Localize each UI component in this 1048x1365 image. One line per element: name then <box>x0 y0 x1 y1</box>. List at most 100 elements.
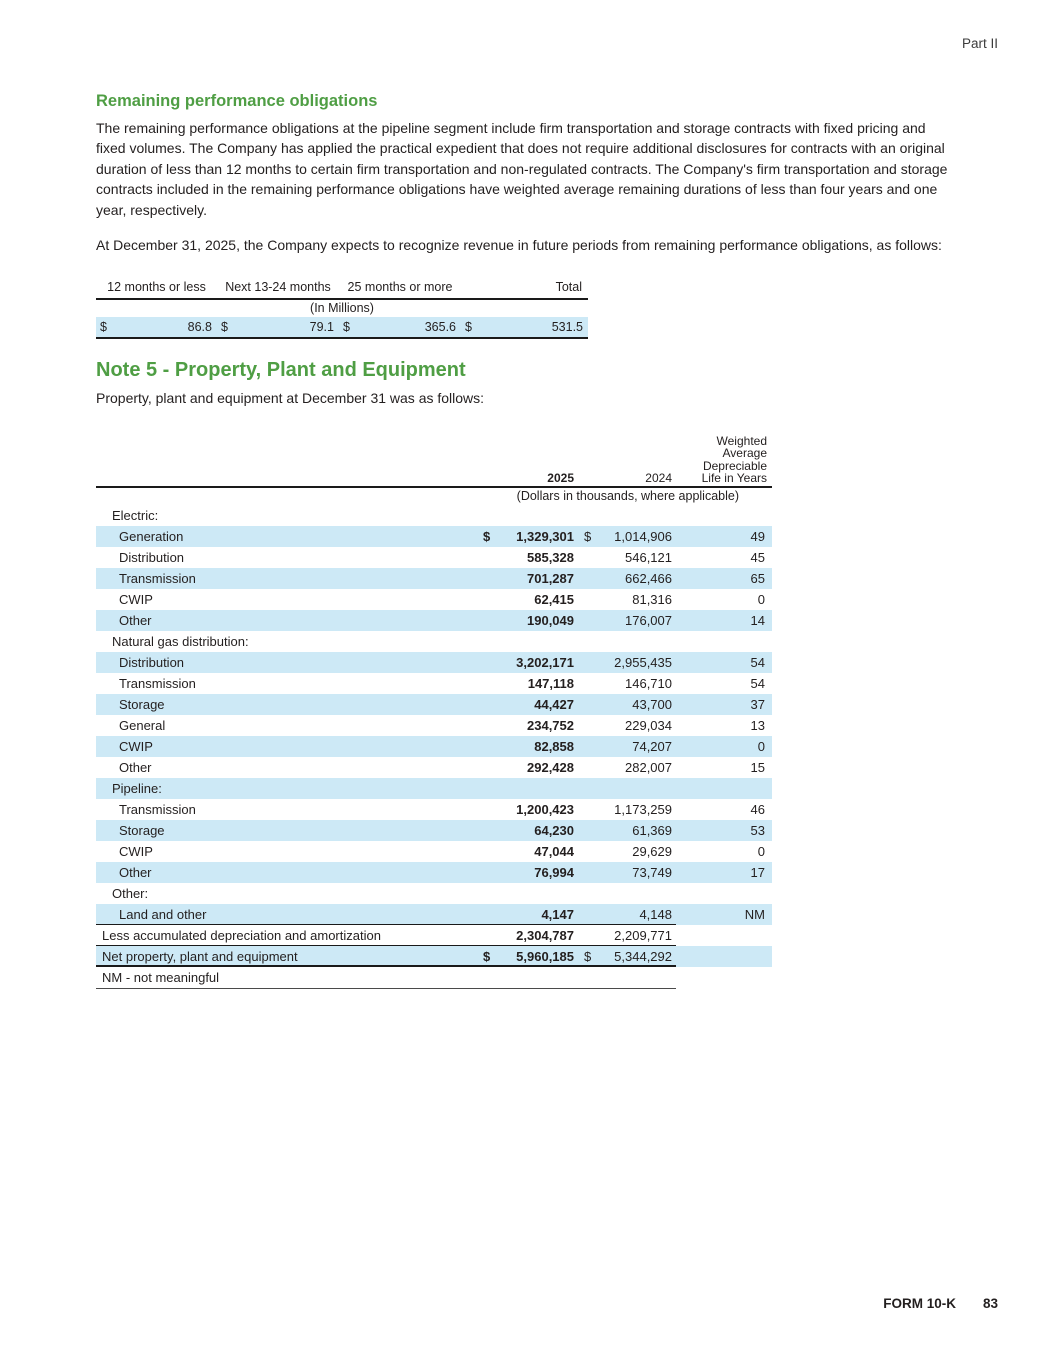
ppe-row-label: Other <box>119 864 152 880</box>
ppe-value-life-years: 0 <box>757 591 765 607</box>
ppe-col-header-2025: 2025 <box>547 470 574 485</box>
ppe-value-2024: 4,148 <box>639 906 672 922</box>
ppe-value-life-years <box>672 778 772 799</box>
ppe-value-2024: 1,014,906 <box>614 528 672 544</box>
obligations-value-25mo: 365.6 <box>424 320 456 335</box>
ppe-row-label: Transmission <box>119 675 196 691</box>
currency-symbol-2024 <box>574 589 594 610</box>
currency-symbol: $ <box>100 320 107 335</box>
obligations-cell-25mo: $ 365.6 <box>339 317 461 337</box>
obligations-cell-12mo: $ 86.8 <box>96 317 217 337</box>
section-heading-note5: Note 5 - Property, Plant and Equipment <box>96 359 466 382</box>
ppe-value-2025: 1,200,423 <box>516 801 574 817</box>
ppe-value-life-years <box>672 631 772 652</box>
currency-symbol-2025 <box>474 925 496 946</box>
ppe-value-2024: 5,344,292 <box>614 948 672 964</box>
currency-symbol-2025 <box>474 715 496 736</box>
currency-symbol-2024 <box>574 610 594 631</box>
obligations-table: 12 months or less Next 13-24 months 25 m… <box>96 279 588 340</box>
currency-symbol-2024 <box>574 652 594 673</box>
ppe-table-row: Storage 64,230 61,369 53 <box>96 819 772 841</box>
ppe-value-life-years: 17 <box>750 864 765 880</box>
obligations-units-note: (In Millions) <box>310 301 374 316</box>
currency-symbol-2025 <box>474 610 496 631</box>
ppe-table-header-row: 2025 2024 Weighted Average Depreciable L… <box>96 435 772 488</box>
ppe-value-2025: 64,230 <box>534 822 574 838</box>
ppe-table-row: Less accumulated depreciation and amorti… <box>96 925 772 946</box>
ppe-value-life-years: 13 <box>750 717 765 733</box>
ppe-value-2024: 229,034 <box>625 717 672 733</box>
ppe-table-row: Land and other 4,147 4,148 NM <box>96 903 772 925</box>
ppe-value-2025: 2,304,787 <box>516 927 574 943</box>
ppe-footnote: NM - not meaningful <box>96 967 676 989</box>
ppe-table-row: Storage 44,427 43,700 37 <box>96 693 772 715</box>
ppe-value-life-years: 0 <box>757 738 765 754</box>
section-heading-remaining-performance-obligations: Remaining performance obligations <box>96 92 378 110</box>
ppe-row-label: Electric: <box>112 507 159 523</box>
ppe-row-label: Other: <box>112 885 149 901</box>
currency-symbol-2025 <box>474 568 496 589</box>
ppe-row-label: Other <box>119 759 152 775</box>
currency-symbol-2024 <box>574 883 594 904</box>
ppe-table-body: Electric: Generation $ 1,329,301 $ 1,014… <box>96 505 772 967</box>
paragraph-ppe-intro: Property, plant and equipment at Decembe… <box>96 390 485 407</box>
currency-symbol-2024 <box>574 841 594 862</box>
ppe-table-row: Other 292,428 282,007 15 <box>96 757 772 778</box>
footer-form-label: FORM 10-K <box>883 1296 956 1311</box>
obligations-value-12mo: 86.8 <box>187 320 212 335</box>
ppe-value-2025: 82,858 <box>534 738 574 754</box>
currency-symbol-2025 <box>474 505 496 526</box>
ppe-value-life-years <box>672 883 772 904</box>
page-footer: FORM 10-K 83 <box>883 1296 998 1311</box>
ppe-value-2024 <box>594 778 672 799</box>
currency-symbol-2024 <box>574 862 594 883</box>
ppe-row-label: Natural gas distribution: <box>112 633 249 649</box>
ppe-row-label: Distribution <box>119 549 185 565</box>
ppe-value-life-years: NM <box>744 906 765 922</box>
currency-symbol-2025 <box>474 589 496 610</box>
ppe-table-row: General 234,752 229,034 13 <box>96 715 772 736</box>
ppe-value-2025: 62,415 <box>534 591 574 607</box>
currency-symbol-2024 <box>574 505 594 526</box>
ppe-value-life-years: 54 <box>750 675 765 691</box>
ppe-table-row: Other 190,049 176,007 14 <box>96 609 772 631</box>
ppe-table-row: Transmission 1,200,423 1,173,259 46 <box>96 799 772 820</box>
currency-symbol-2024: $ <box>584 528 592 544</box>
ppe-value-life-years: 54 <box>750 654 765 670</box>
currency-symbol-2024 <box>574 631 594 652</box>
ppe-value-2024: 2,955,435 <box>614 654 672 670</box>
ppe-value-2025: 292,428 <box>527 759 574 775</box>
currency-symbol-2024: $ <box>584 948 592 964</box>
obligations-cell-13-24mo: $ 79.1 <box>217 317 339 337</box>
ppe-table-row: Other 76,994 73,749 17 <box>96 861 772 883</box>
currency-symbol-2024 <box>574 757 594 778</box>
ppe-value-life-years: 14 <box>750 612 765 628</box>
ppe-row-label: Pipeline: <box>112 780 162 796</box>
currency-symbol-2025 <box>474 652 496 673</box>
ppe-value-2025: 44,427 <box>534 696 574 712</box>
ppe-value-life-years: 46 <box>750 801 765 817</box>
ppe-value-2025: 76,994 <box>534 864 574 880</box>
ppe-table-row: Distribution 585,328 546,121 45 <box>96 547 772 568</box>
ppe-value-2024: 2,209,771 <box>614 927 672 943</box>
ppe-value-2024: 81,316 <box>632 591 672 607</box>
currency-symbol-2025: $ <box>483 528 491 544</box>
ppe-table-row: Other: <box>96 883 772 904</box>
ppe-value-life-years: 53 <box>750 822 765 838</box>
ppe-col-header-life: Weighted Average Depreciable Life in Yea… <box>701 433 767 486</box>
ppe-table-row: CWIP 62,415 81,316 0 <box>96 589 772 610</box>
obligations-col-header-25mo: 25 months or more <box>347 280 453 295</box>
ppe-row-label: CWIP <box>119 843 153 859</box>
ppe-table-row: Natural gas distribution: <box>96 631 772 652</box>
currency-symbol-2024 <box>574 925 594 946</box>
obligations-col-header-12mo: 12 months or less <box>107 280 206 295</box>
ppe-value-2024: 282,007 <box>625 759 672 775</box>
currency-symbol: $ <box>343 320 350 335</box>
paragraph-obligations-2: At December 31, 2025, the Company expect… <box>96 237 942 254</box>
currency-symbol-2025: $ <box>483 948 491 964</box>
ppe-value-2024: 61,369 <box>632 822 672 838</box>
ppe-value-2024: 662,466 <box>625 570 672 586</box>
obligations-col-header-13-24mo: Next 13-24 months <box>225 280 331 295</box>
currency-symbol-2025 <box>474 841 496 862</box>
